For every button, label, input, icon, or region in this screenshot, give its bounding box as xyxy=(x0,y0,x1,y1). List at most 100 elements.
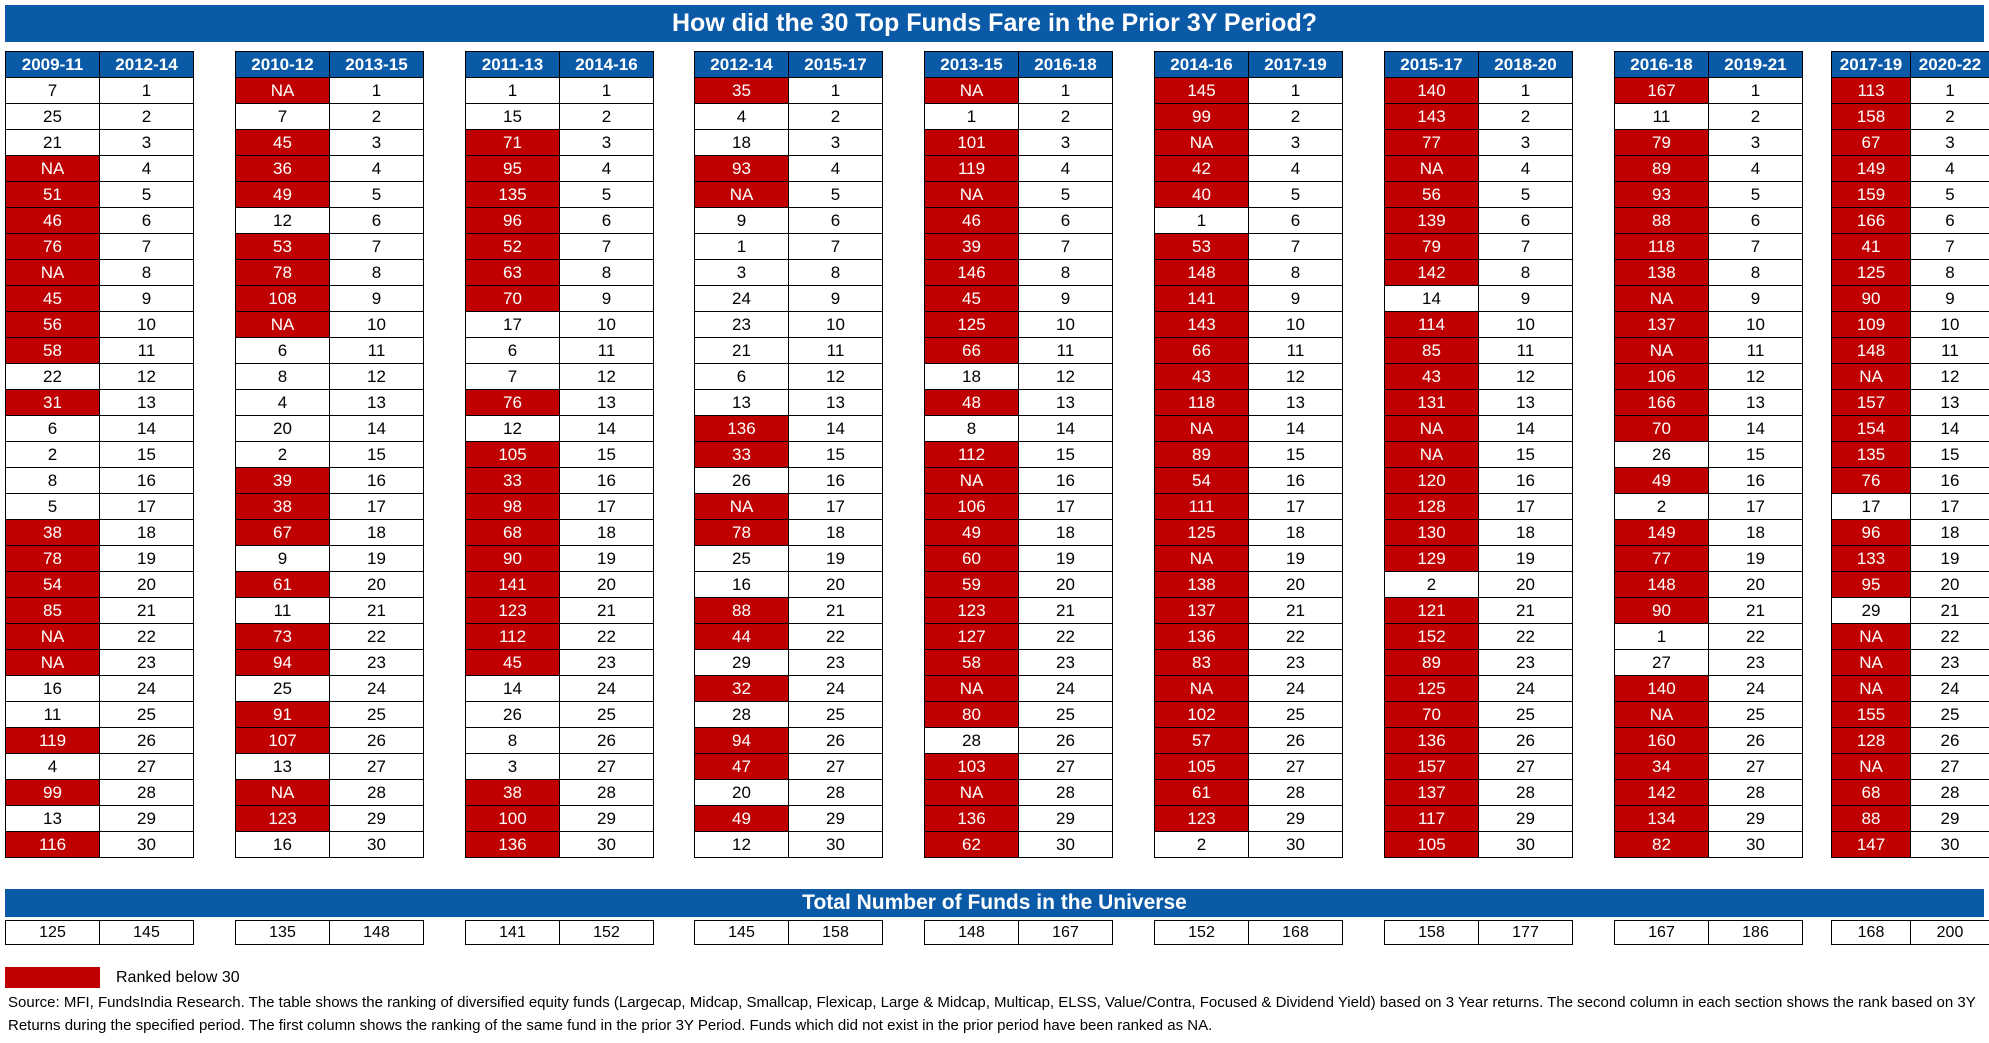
prior-rank-cell: 66 xyxy=(925,338,1019,364)
current-rank-cell: 14 xyxy=(560,416,654,442)
prior-rank-cell: 8 xyxy=(236,364,330,390)
current-rank-cell: 14 xyxy=(100,416,194,442)
prior-rank-cell: 145 xyxy=(1155,78,1249,104)
current-rank-cell: 2 xyxy=(1709,104,1803,130)
current-rank-cell: 3 xyxy=(330,130,424,156)
total-table: 135 148 xyxy=(235,920,424,945)
prior-rank-cell: 26 xyxy=(695,468,789,494)
rank-grid: 2015-17 2018-20 140 1 143 2 77 3 NA 4 56 5 139 6 79 7 14… xyxy=(1384,51,1573,858)
page-title: How did the 30 Top Funds Fare in the Pri… xyxy=(5,5,1984,42)
prior-rank-cell: 48 xyxy=(925,390,1019,416)
current-rank-cell: 20 xyxy=(1709,572,1803,598)
prior-rank-cell: 39 xyxy=(925,234,1019,260)
prior-rank-cell: 13 xyxy=(236,754,330,780)
current-rank-cell: 22 xyxy=(100,624,194,650)
prior-rank-cell: 109 xyxy=(1832,312,1911,338)
current-rank-cell: 15 xyxy=(1911,442,1989,468)
current-rank-cell: 2 xyxy=(1911,104,1989,130)
prior-rank-cell: 43 xyxy=(1155,364,1249,390)
current-rank-cell: 26 xyxy=(1019,728,1113,754)
prior-rank-cell: 21 xyxy=(695,338,789,364)
prior-rank-cell: 22 xyxy=(6,364,100,390)
prior-rank-cell: 95 xyxy=(466,156,560,182)
prior-rank-cell: 143 xyxy=(1155,312,1249,338)
current-rank-cell: 18 xyxy=(789,520,883,546)
current-rank-cell: 11 xyxy=(1911,338,1989,364)
prior-rank-cell: 25 xyxy=(236,676,330,702)
prior-rank-cell: 80 xyxy=(925,702,1019,728)
prior-rank-cell: 137 xyxy=(1385,780,1479,806)
current-rank-cell: 30 xyxy=(330,832,424,858)
current-rank-cell: 28 xyxy=(1249,780,1343,806)
prior-rank-cell: 106 xyxy=(1615,364,1709,390)
prior-rank-cell: 76 xyxy=(6,234,100,260)
current-rank-cell: 6 xyxy=(1249,208,1343,234)
rank-table: 2014-16 2017-19 145 1 99 2 NA 3 42 4 40 5 1 6 53 7 148 8 1… xyxy=(1154,51,1343,858)
prior-rank-cell: 2 xyxy=(1615,494,1709,520)
prior-rank-cell: 14 xyxy=(466,676,560,702)
prior-rank-cell: 67 xyxy=(236,520,330,546)
prior-rank-cell: 12 xyxy=(695,832,789,858)
current-rank-cell: 1 xyxy=(1911,78,1989,104)
current-period-header: 2018-20 xyxy=(1479,52,1573,78)
prior-rank-cell: 1 xyxy=(1155,208,1249,234)
prior-rank-cell: NA xyxy=(236,780,330,806)
current-rank-cell: 4 xyxy=(560,156,654,182)
current-rank-cell: 27 xyxy=(100,754,194,780)
prior-rank-cell: 148 xyxy=(1615,572,1709,598)
current-rank-cell: 20 xyxy=(1019,572,1113,598)
current-rank-cell: 29 xyxy=(1479,806,1573,832)
current-rank-cell: 28 xyxy=(789,780,883,806)
current-rank-cell: 26 xyxy=(1709,728,1803,754)
current-rank-cell: 12 xyxy=(100,364,194,390)
current-rank-cell: 18 xyxy=(1019,520,1113,546)
rank-table: 2017-19 2020-22 113 1 158 2 67 3 149 4 159 5 166 6 41 7… xyxy=(1831,51,1989,858)
current-rank-cell: 8 xyxy=(560,260,654,286)
prior-rank-cell: 68 xyxy=(1832,780,1911,806)
prior-rank-cell: NA xyxy=(1385,442,1479,468)
prior-rank-cell: 58 xyxy=(6,338,100,364)
prior-rank-cell: 157 xyxy=(1832,390,1911,416)
current-rank-cell: 9 xyxy=(1479,286,1573,312)
current-rank-cell: 30 xyxy=(1019,832,1113,858)
prior-rank-cell: 105 xyxy=(466,442,560,468)
current-rank-cell: 16 xyxy=(1911,468,1989,494)
current-rank-cell: 28 xyxy=(330,780,424,806)
current-rank-cell: 1 xyxy=(1019,78,1113,104)
current-rank-cell: 19 xyxy=(1249,546,1343,572)
current-rank-cell: 12 xyxy=(1479,364,1573,390)
total-grid: 167 186 xyxy=(1614,920,1803,945)
current-period-header: 2020-22 xyxy=(1911,52,1989,78)
prior-rank-cell: 136 xyxy=(925,806,1019,832)
current-rank-cell: 23 xyxy=(560,650,654,676)
current-period-header: 2013-15 xyxy=(330,52,424,78)
prior-rank-cell: 88 xyxy=(1832,806,1911,832)
rank-table: 2013-15 2016-18 NA 1 1 2 101 3 119 4 NA 5 46 6 39 7 146 8… xyxy=(924,51,1113,858)
prior-rank-cell: 125 xyxy=(1385,676,1479,702)
current-rank-cell: 8 xyxy=(1709,260,1803,286)
current-rank-cell: 18 xyxy=(1911,520,1989,546)
current-rank-cell: 9 xyxy=(1249,286,1343,312)
prior-rank-cell: NA xyxy=(236,312,330,338)
current-rank-cell: 24 xyxy=(1911,676,1989,702)
current-rank-cell: 25 xyxy=(1911,702,1989,728)
current-rank-cell: 10 xyxy=(789,312,883,338)
prior-period-header: 2016-18 xyxy=(1615,52,1709,78)
prior-rank-cell: 123 xyxy=(466,598,560,624)
prior-rank-cell: 5 xyxy=(6,494,100,520)
current-rank-cell: 11 xyxy=(789,338,883,364)
current-rank-cell: 14 xyxy=(789,416,883,442)
current-rank-cell: 16 xyxy=(1709,468,1803,494)
prior-rank-cell: 152 xyxy=(1385,624,1479,650)
current-rank-cell: 18 xyxy=(100,520,194,546)
prior-rank-cell: 89 xyxy=(1385,650,1479,676)
current-period-header: 2019-21 xyxy=(1709,52,1803,78)
prior-rank-cell: 149 xyxy=(1832,156,1911,182)
current-rank-cell: 29 xyxy=(1709,806,1803,832)
current-rank-cell: 27 xyxy=(560,754,654,780)
rank-table: 2010-12 2013-15 NA 1 7 2 45 3 36 4 49 5 12 6 53 7 78 8 108… xyxy=(235,51,424,858)
current-rank-cell: 23 xyxy=(789,650,883,676)
current-rank-cell: 5 xyxy=(330,182,424,208)
current-rank-cell: 25 xyxy=(1479,702,1573,728)
prior-rank-cell: 96 xyxy=(466,208,560,234)
